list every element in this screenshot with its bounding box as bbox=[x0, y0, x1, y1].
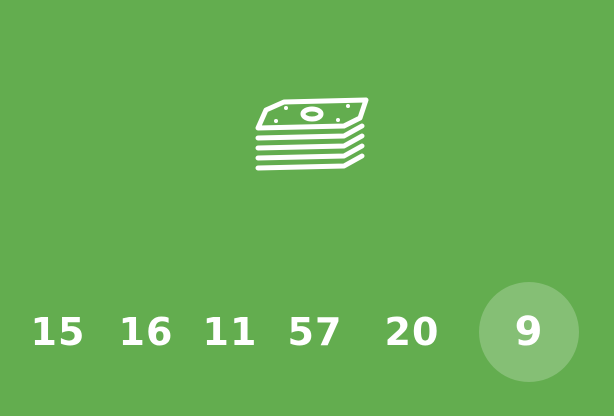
number-option-16[interactable]: 16 bbox=[118, 310, 174, 354]
money-stack-icon bbox=[246, 92, 374, 172]
number-option-20[interactable]: 20 bbox=[384, 310, 440, 354]
number-option-15[interactable]: 15 bbox=[30, 310, 86, 354]
number-option-11[interactable]: 11 bbox=[202, 310, 258, 354]
number-selector: 15 16 11 57 20 9 bbox=[0, 282, 614, 382]
number-option-9-selected[interactable]: 9 bbox=[479, 282, 579, 382]
number-option-57[interactable]: 57 bbox=[287, 310, 343, 354]
